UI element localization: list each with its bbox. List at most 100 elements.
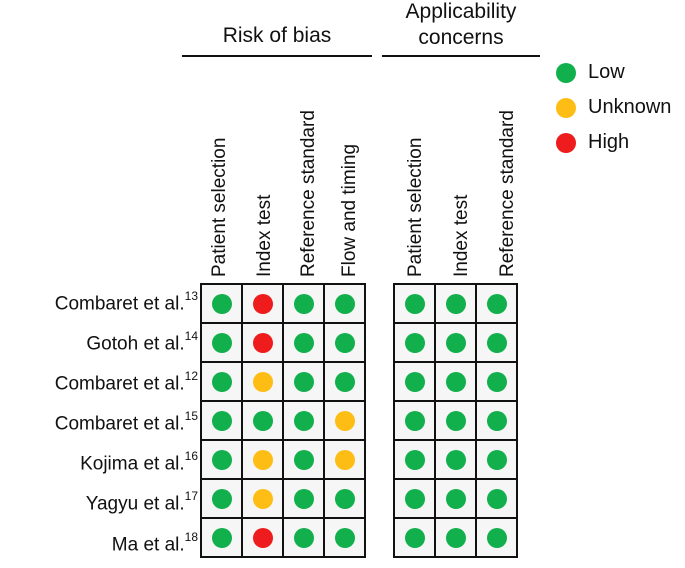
rating-dot-low <box>211 371 232 392</box>
rating-dot-low <box>404 293 425 314</box>
rating-cell <box>241 361 284 402</box>
study-label: Gotoh et al.14 <box>86 329 198 355</box>
applicability-title-line1: Applicability <box>405 0 517 23</box>
column-label-risk-patient-selection: Patient selection <box>209 137 230 277</box>
study-label: Yagyu et al.17 <box>86 489 198 515</box>
study-label: Combaret et al.12 <box>55 369 198 395</box>
rating-dot-low <box>293 293 314 314</box>
rating-cell <box>282 361 325 402</box>
column-label-applicability-index-test: Index test <box>451 194 472 277</box>
legend-label: High <box>588 131 630 153</box>
table-row <box>200 400 366 441</box>
risk-of-bias-title: Risk of bias <box>222 24 332 47</box>
rating-dot-low <box>293 332 314 353</box>
rating-dot-low <box>404 527 425 548</box>
rating-cell <box>241 517 284 558</box>
rating-cell <box>434 478 477 519</box>
rating-dot-low <box>486 449 507 470</box>
rating-dot-low <box>445 410 466 431</box>
rating-cell <box>475 361 518 402</box>
rating-dot-unknown <box>334 410 355 431</box>
rating-cell <box>323 322 366 363</box>
rating-dot-unknown <box>334 449 355 470</box>
rating-dot-low <box>486 293 507 314</box>
rating-cell <box>241 400 284 441</box>
rating-dot-low <box>293 371 314 392</box>
rating-dot-low <box>293 410 314 431</box>
rating-cell <box>434 400 477 441</box>
rating-cell <box>200 361 243 402</box>
rating-dot-high <box>252 527 273 548</box>
table-row <box>393 478 518 519</box>
table-row <box>393 517 518 558</box>
applicability-underline <box>382 55 540 57</box>
rating-cell <box>323 439 366 480</box>
rating-cell <box>393 322 436 363</box>
rating-dot-low <box>445 293 466 314</box>
rating-cell <box>323 283 366 324</box>
table-row <box>200 517 366 558</box>
table-row <box>200 283 366 324</box>
risk-of-bias-underline <box>182 55 372 57</box>
study-name: Kojima et al. <box>80 453 185 475</box>
rating-dot-unknown <box>252 488 273 509</box>
study-name: Gotoh et al. <box>86 333 185 355</box>
table-row <box>200 322 366 363</box>
study-label: Kojima et al.16 <box>80 449 198 475</box>
rating-cell <box>241 322 284 363</box>
rating-dot-low <box>404 488 425 509</box>
rating-cell <box>282 322 325 363</box>
study-label: Combaret et al.15 <box>55 409 198 435</box>
rating-dot-low <box>486 371 507 392</box>
study-reference: 17 <box>184 489 198 503</box>
rating-dot-low <box>252 410 273 431</box>
legend-dot-unknown <box>556 98 576 118</box>
table-row <box>393 322 518 363</box>
rating-dot-low <box>445 449 466 470</box>
rating-cell <box>475 517 518 558</box>
rating-cell <box>475 322 518 363</box>
rating-cell <box>323 478 366 519</box>
rating-cell <box>200 478 243 519</box>
rating-dot-low <box>334 293 355 314</box>
rating-cell <box>200 400 243 441</box>
study-reference: 12 <box>184 369 198 383</box>
rating-cell <box>241 478 284 519</box>
rating-cell <box>393 283 436 324</box>
rating-cell <box>200 517 243 558</box>
legend-label: Low <box>588 61 625 83</box>
rating-dot-unknown <box>252 449 273 470</box>
study-reference: 16 <box>184 449 198 463</box>
rating-cell <box>434 517 477 558</box>
table-row <box>393 361 518 402</box>
legend-dot-high <box>556 133 576 153</box>
rating-dot-low <box>211 332 232 353</box>
table-row <box>200 439 366 480</box>
column-label-risk-flow-and-timing: Flow and timing <box>339 143 360 277</box>
table-row <box>200 478 366 519</box>
risk-of-bias-grid <box>200 283 366 558</box>
study-label: Combaret et al.13 <box>55 289 198 315</box>
rating-dot-low <box>293 488 314 509</box>
rating-cell <box>475 439 518 480</box>
rating-cell <box>200 283 243 324</box>
rating-cell <box>200 439 243 480</box>
rating-dot-low <box>445 488 466 509</box>
rating-dot-low <box>486 488 507 509</box>
rating-dot-low <box>334 527 355 548</box>
column-label-applicability-reference-standard: Reference standard <box>497 110 518 277</box>
rating-dot-high <box>252 332 273 353</box>
rating-cell <box>393 361 436 402</box>
rating-cell <box>323 361 366 402</box>
rating-dot-low <box>445 332 466 353</box>
study-reference: 18 <box>184 530 198 544</box>
rating-dot-low <box>486 410 507 431</box>
rating-cell <box>323 517 366 558</box>
study-reference: 14 <box>184 329 198 343</box>
rating-cell <box>393 478 436 519</box>
rating-cell <box>434 439 477 480</box>
rating-cell <box>475 400 518 441</box>
rating-cell <box>282 517 325 558</box>
rating-cell <box>393 517 436 558</box>
column-label-risk-reference-standard: Reference standard <box>298 110 319 277</box>
